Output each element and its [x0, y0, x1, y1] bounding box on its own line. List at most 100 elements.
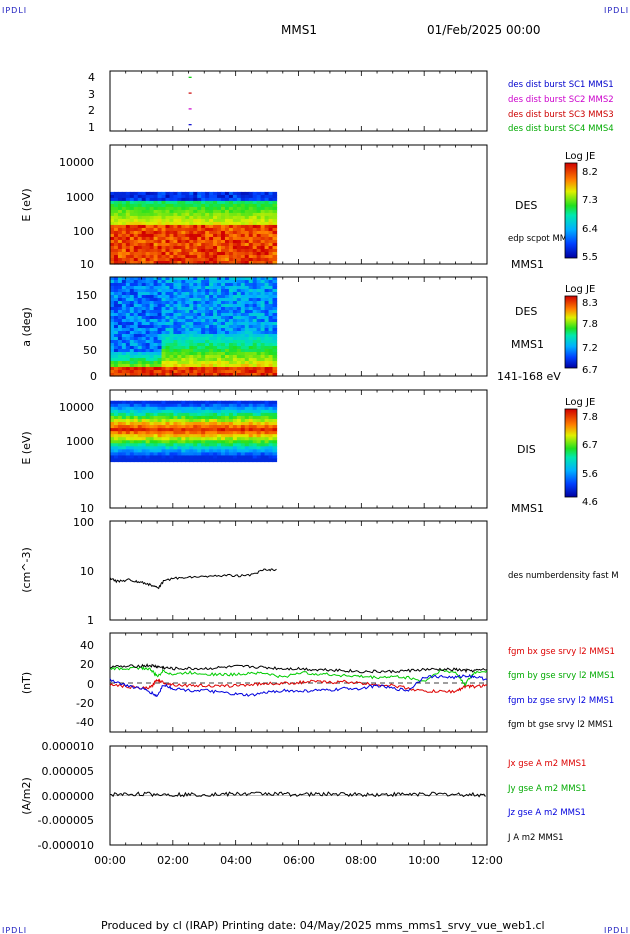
heatmap-cell: [224, 261, 230, 265]
heatmap-cell: [145, 452, 151, 457]
heatmap-cell: [125, 367, 131, 371]
heatmap-cell: [217, 437, 222, 441]
heatmap-cell: [268, 458, 274, 463]
heatmap-cell: [121, 437, 127, 441]
heatmap-cell: [244, 286, 250, 290]
heatmap-cell: [228, 446, 234, 450]
burst-legend-entry: des dist burst SC2 MMS2: [508, 95, 614, 105]
heatmap-cell: [228, 340, 234, 344]
heatmap-cell: [193, 403, 198, 408]
heatmap-cell: [133, 221, 139, 226]
heatmap-cell: [248, 343, 254, 347]
heatmap-cell: [189, 215, 194, 220]
heatmap-cell: [244, 200, 250, 205]
heatmap-cell: [129, 191, 135, 196]
heatmap-cell: [141, 415, 147, 420]
heatmap-cell: [205, 200, 210, 205]
heatmap-cell: [236, 437, 242, 441]
heatmap-cell: [193, 230, 198, 235]
heatmap-cell: [149, 355, 155, 359]
heatmap-cell: [141, 277, 147, 281]
heatmap-cell: [228, 215, 234, 220]
heatmap-cell: [137, 233, 143, 238]
heatmap-cell: [177, 248, 182, 253]
heatmap-cell: [248, 200, 254, 205]
heatmap-cell: [169, 236, 175, 241]
heatmap-cell: [121, 334, 127, 338]
heatmap-cell: [228, 283, 234, 287]
heatmap-cell: [137, 191, 143, 196]
heatmap-cell: [129, 328, 135, 332]
heatmap-cell: [173, 361, 178, 365]
heatmap-cell: [185, 418, 190, 423]
heatmap-cell: [129, 422, 135, 426]
heatmap-cell: [177, 307, 182, 311]
heatmap-cell: [153, 343, 159, 347]
heatmap-cell: [189, 325, 194, 329]
heatmap-cell: [125, 191, 131, 196]
heatmap-cell: [125, 307, 131, 311]
heatmap-cell: [197, 440, 202, 444]
heatmap-cell: [161, 194, 167, 199]
heatmap-cell: [193, 292, 198, 296]
heatmap-cell: [260, 418, 266, 423]
heatmap-cell: [141, 373, 147, 377]
heatmap-cell: [141, 346, 147, 350]
heatmap-cell: [153, 292, 159, 296]
heatmap-cell: [153, 434, 159, 438]
heatmap-cell: [197, 334, 202, 338]
heatmap-cell: [252, 289, 258, 293]
heatmap-cell: [209, 203, 214, 208]
burst-ytick: 4: [88, 71, 95, 84]
heatmap-cell: [145, 400, 151, 405]
heatmap-cell: [236, 409, 242, 414]
heatmap-cell: [189, 203, 194, 208]
heatmap-cell: [110, 361, 115, 365]
heatmap-cell: [137, 212, 143, 217]
heatmap-cell: [260, 245, 266, 250]
heatmap-cell: [224, 325, 230, 329]
heatmap-cell: [169, 277, 175, 281]
heatmap-cell: [201, 328, 206, 332]
des-energy-side-sub: edp scpot MMS1: [508, 234, 578, 244]
heatmap-cell: [113, 458, 119, 463]
heatmap-cell: [193, 239, 198, 244]
heatmap-cell: [113, 412, 119, 417]
heatmap-cell: [260, 280, 266, 284]
heatmap-cell: [157, 458, 163, 463]
heatmap-cell: [272, 218, 278, 223]
heatmap-cell: [221, 400, 226, 405]
heatmap-cell: [272, 292, 278, 296]
heatmap-cell: [153, 301, 159, 305]
heatmap-cell: [169, 310, 175, 314]
heatmap-cell: [240, 400, 246, 405]
heatmap-cell: [244, 443, 250, 447]
heatmap-cell: [189, 370, 194, 374]
heatmap-cell: [129, 440, 135, 444]
heatmap-cell: [272, 319, 278, 323]
heatmap-cell: [113, 343, 119, 347]
heatmap-cell: [121, 406, 127, 411]
heatmap-cell: [268, 337, 274, 341]
heatmap-cell: [252, 224, 258, 229]
heatmap-cell: [217, 418, 222, 423]
heatmap-cell: [193, 319, 198, 323]
heatmap-cell: [217, 346, 222, 350]
heatmap-cell: [110, 224, 115, 229]
heatmap-cell: [165, 251, 171, 256]
heatmap-cell: [224, 230, 230, 235]
heatmap-cell: [117, 221, 123, 226]
heatmap-cell: [177, 331, 182, 335]
heatmap-cell: [209, 209, 214, 214]
heatmap-cell: [244, 242, 250, 247]
heatmap-cell: [201, 257, 206, 262]
heatmap-cell: [121, 349, 127, 353]
heatmap-cell: [173, 227, 178, 232]
heatmap-cell: [272, 313, 278, 317]
heatmap-cell: [205, 455, 210, 460]
heatmap-cell: [244, 415, 250, 420]
heatmap-cell: [189, 212, 194, 217]
heatmap-cell: [141, 283, 147, 287]
heatmap-cell: [149, 437, 155, 441]
heatmap-cell: [236, 257, 242, 262]
